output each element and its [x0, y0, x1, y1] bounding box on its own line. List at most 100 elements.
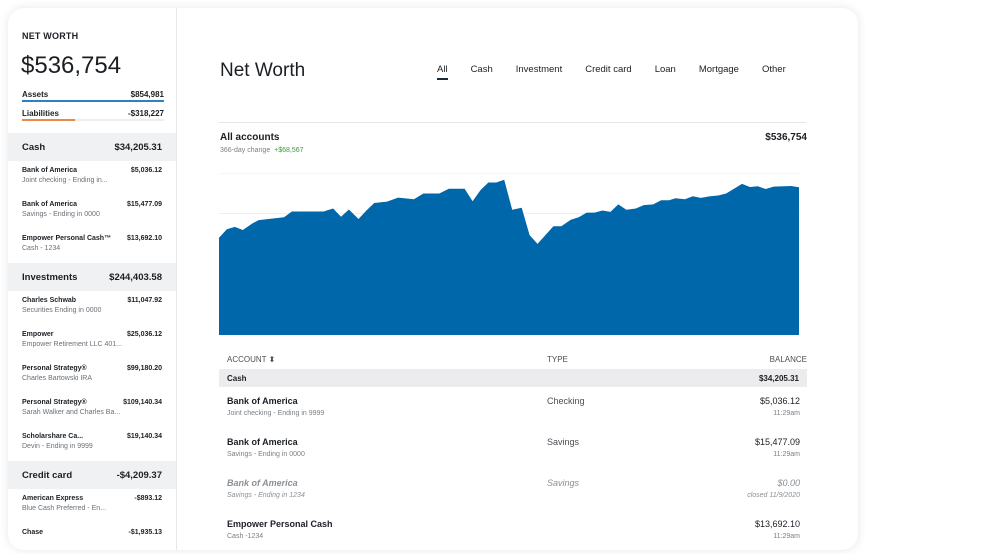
account-type: Checking — [547, 396, 585, 406]
liabilities-label: Liabilities — [22, 109, 59, 118]
sidebar-group-header[interactable]: Cash $34,205.31 — [8, 133, 176, 161]
group-total: $34,205.31 — [758, 373, 799, 383]
app-card: NET WORTH $536,754 Assets $854,981 Liabil… — [8, 8, 858, 550]
sidebar-account-item[interactable]: Empower Empower Retirement LLC 401... $25,… — [8, 325, 176, 359]
sidebar-account-item[interactable]: Charles Schwab Securities Ending in 0000 $… — [8, 291, 176, 325]
group-name: Cash — [22, 141, 46, 153]
net-worth-value: $536,754 — [21, 52, 122, 79]
liabilities-track — [22, 119, 164, 121]
sidebar-account-item[interactable]: Personal Strategy® Charles Bartowski IRA $… — [8, 359, 176, 393]
all-accounts-total: $536,754 — [765, 132, 807, 143]
sidebar-group-items: Bank of America Joint checking - Ending i… — [8, 161, 176, 263]
account-subtitle: Joint checking - Ending in... — [22, 177, 108, 184]
account-subtitle: Savings - Ending in 0000 — [22, 211, 100, 218]
tab-cash[interactable]: Cash — [470, 64, 493, 75]
table-row[interactable]: Bank of America Savings - Ending in 1234 S… — [227, 478, 800, 518]
account-value: -$893.12 — [134, 495, 162, 502]
account-subtitle: Cash -1234 — [227, 533, 264, 540]
change-summary: 366-day change +$68,567 — [220, 147, 304, 154]
account-subtitle: Savings - Ending in 0000 — [227, 451, 305, 458]
account-type: Savings — [547, 437, 580, 447]
sidebar-group-items: Charles Schwab Securities Ending in 0000 $… — [8, 291, 176, 461]
group-name: Credit card — [22, 469, 73, 481]
account-subtitle: Joint checking - Ending in 9999 — [227, 410, 325, 417]
table-row[interactable]: Bank of America Joint checking - Ending i… — [227, 396, 800, 436]
group-total: $244,403.58 — [109, 271, 162, 283]
table-row[interactable]: Bank of America Savings - Ending in 0000 S… — [227, 437, 800, 477]
account-value: $109,140.34 — [123, 399, 162, 406]
main-panel: Net Worth All Cash Investment Credit card Lo… — [178, 8, 858, 550]
sidebar-account-item[interactable]: Chase -$1,935.13 — [8, 523, 176, 550]
type-column-header[interactable]: TYPE — [547, 355, 568, 364]
account-value: $13,692.10 — [126, 235, 162, 242]
group-name: Cash — [227, 373, 247, 383]
sidebar-account-item[interactable]: Personal Strategy® Sarah Walker and Charl… — [8, 393, 176, 427]
account-column-header[interactable]: ACCOUNT ⬍ — [227, 355, 275, 364]
account-subtitle: Charles Bartowski IRA — [22, 375, 93, 382]
account-value: $11,047.92 — [127, 297, 162, 304]
account-name: Personal Strategy® — [22, 365, 87, 372]
account-name: Empower Personal Cash™ — [22, 235, 112, 242]
tab-other[interactable]: Other — [761, 64, 786, 75]
net-worth-summary: NET WORTH $536,754 Assets $854,981 Liabil… — [8, 8, 176, 133]
account-balance: $0.00 — [777, 478, 800, 488]
assets-bar — [22, 100, 164, 102]
sidebar-group-items: American Express Blue Cash Preferred - En… — [8, 489, 176, 550]
account-name: Bank of America — [227, 478, 298, 488]
updated-time: 11:29am — [773, 451, 800, 458]
account-name: Bank of America — [227, 396, 298, 406]
net-worth-area — [219, 179, 799, 335]
liabilities-bar — [22, 119, 75, 121]
tab-credit-card[interactable]: Credit card — [585, 64, 632, 75]
account-name: Scholarshare Ca... — [22, 433, 84, 440]
tab-loan[interactable]: Loan — [654, 64, 676, 75]
account-name: Empower Personal Cash — [227, 519, 333, 529]
account-header-label: ACCOUNT — [227, 355, 267, 364]
all-accounts-label: All accounts — [220, 132, 280, 143]
account-name: Personal Strategy® — [22, 399, 87, 406]
sidebar-account-item[interactable]: American Express Blue Cash Preferred - En… — [8, 489, 176, 523]
account-name: Chase — [22, 529, 44, 536]
divider — [219, 122, 806, 123]
balance-column-header[interactable]: BALANCE — [769, 355, 807, 364]
account-name: American Express — [22, 495, 84, 502]
account-name: Charles Schwab — [22, 297, 77, 304]
assets-row[interactable]: Assets $854,981 — [22, 90, 164, 99]
change-label: 366-day change — [220, 147, 271, 154]
sidebar-account-item[interactable]: Bank of America Joint checking - Ending i… — [8, 161, 176, 195]
table-row[interactable]: Empower Personal Cash Cash -1234 $13,692.1… — [227, 519, 800, 550]
assets-label: Assets — [22, 90, 49, 99]
account-subtitle: Sarah Walker and Charles Ba... — [22, 409, 121, 416]
account-value: $5,036.12 — [130, 167, 162, 174]
sidebar-group-header[interactable]: Investments $244,403.58 — [8, 263, 176, 291]
tab-investment[interactable]: Investment — [515, 64, 563, 75]
account-balance: $13,692.10 — [754, 519, 800, 529]
liabilities-value: -$318,227 — [127, 109, 164, 118]
account-value: $15,477.09 — [126, 201, 162, 208]
sort-icon[interactable]: ⬍ — [268, 355, 276, 364]
sidebar: NET WORTH $536,754 Assets $854,981 Liabil… — [8, 8, 177, 550]
sidebar-account-item[interactable]: Empower Personal Cash™ Cash - 1234 $13,692… — [8, 229, 176, 263]
account-name: Bank of America — [22, 167, 77, 174]
updated-time: 11:29am — [773, 410, 800, 417]
sidebar-group-header[interactable]: Credit card -$4,209.37 — [8, 461, 176, 489]
account-balance: $5,036.12 — [759, 396, 800, 406]
tab-mortgage[interactable]: Mortgage — [698, 64, 739, 75]
sidebar-account-item[interactable]: Bank of America Savings - Ending in 0000 $… — [8, 195, 176, 229]
change-value: +$68,567 — [274, 147, 304, 154]
sidebar-account-item[interactable]: Scholarshare Ca... Devin - Ending in 9999… — [8, 427, 176, 461]
account-subtitle: Empower Retirement LLC 401... — [22, 341, 122, 348]
account-name: Empower — [22, 331, 54, 338]
account-name: Bank of America — [227, 437, 298, 447]
liabilities-row[interactable]: Liabilities -$318,227 — [22, 109, 164, 118]
account-subtitle: Cash - 1234 — [22, 245, 61, 252]
account-value: $19,140.34 — [126, 433, 162, 440]
account-subtitle: Blue Cash Preferred - En... — [22, 505, 107, 512]
tab-all[interactable]: All — [437, 64, 448, 80]
net-worth-chart[interactable] — [219, 173, 800, 335]
account-value: $25,036.12 — [126, 331, 162, 338]
table-group-cash[interactable]: Cash $34,205.31 — [219, 369, 807, 387]
group-total: $34,205.31 — [114, 141, 162, 153]
account-value: $99,180.20 — [126, 365, 162, 372]
account-value: -$1,935.13 — [128, 529, 162, 536]
